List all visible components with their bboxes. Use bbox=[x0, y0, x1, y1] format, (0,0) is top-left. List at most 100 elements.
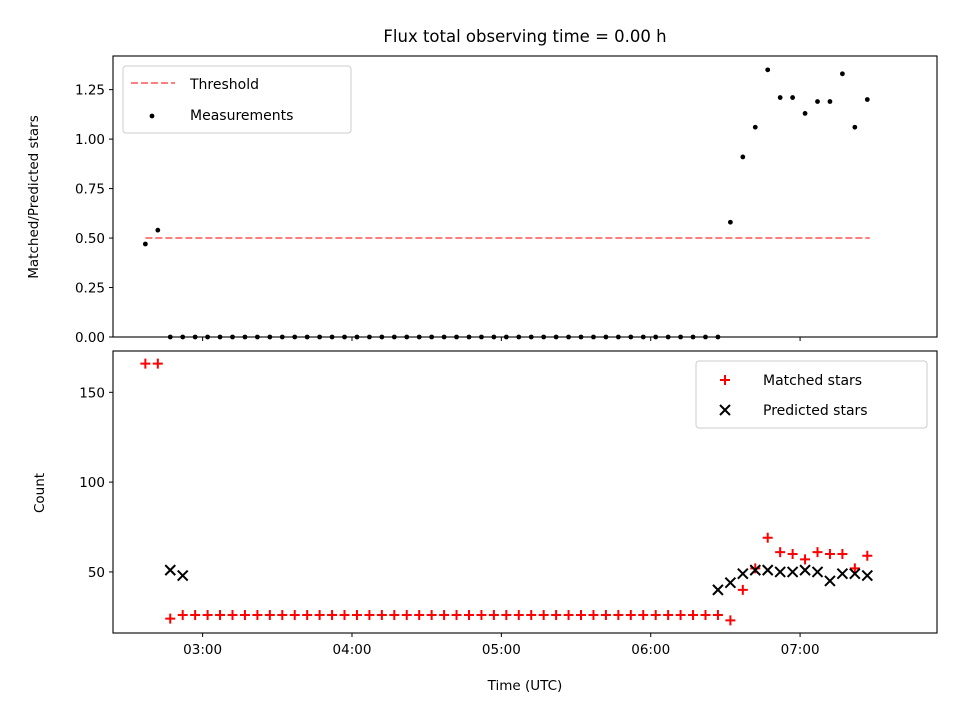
matched-star-point bbox=[190, 610, 201, 621]
matched-star-point bbox=[476, 610, 487, 621]
measurement-point bbox=[329, 334, 335, 340]
measurement-point bbox=[441, 334, 447, 340]
measurement-point bbox=[466, 334, 472, 340]
measurement-point bbox=[653, 334, 659, 340]
measurement-point bbox=[292, 334, 298, 340]
predicted-star-point bbox=[176, 569, 189, 582]
x-tick-label: 05:00 bbox=[482, 642, 521, 658]
matched-star-point bbox=[314, 610, 325, 621]
matched-star-point bbox=[165, 613, 176, 624]
matched-star-point bbox=[588, 610, 599, 621]
predicted-star-point bbox=[164, 564, 176, 576]
matched-star-point bbox=[551, 610, 562, 621]
legend-box bbox=[122, 65, 352, 134]
predicted-star-point bbox=[849, 568, 861, 580]
matched-star-point bbox=[824, 548, 835, 559]
measurement-point bbox=[615, 334, 621, 340]
measurement-point bbox=[254, 334, 260, 340]
measurement-point bbox=[267, 334, 273, 340]
measurement-point bbox=[777, 95, 783, 100]
matched-star-point bbox=[800, 554, 811, 565]
measurement-point bbox=[815, 99, 820, 104]
matched-star-point bbox=[252, 610, 263, 621]
matched-star-point bbox=[700, 610, 711, 621]
measurement-point bbox=[528, 334, 534, 340]
matched-star-point bbox=[152, 358, 163, 369]
matched-star-point bbox=[426, 610, 437, 621]
flux-ratio-y-tick-label: 0.50 bbox=[75, 231, 105, 247]
measurement-point bbox=[217, 334, 223, 340]
matched-star-point bbox=[576, 610, 587, 621]
matched-star-point bbox=[463, 610, 474, 621]
measurement-point bbox=[765, 67, 771, 73]
measurement-point bbox=[840, 71, 845, 77]
predicted-star-point bbox=[836, 568, 849, 580]
predicted-star-point bbox=[824, 575, 836, 587]
predicted-star-point bbox=[786, 566, 799, 578]
measurement-point bbox=[454, 334, 459, 340]
measurement-point bbox=[342, 334, 347, 340]
x-tick-label: 03:00 bbox=[183, 642, 222, 658]
measurement-point bbox=[578, 334, 584, 340]
legend-box bbox=[695, 360, 928, 429]
matched-star-point bbox=[401, 610, 412, 621]
measurement-point bbox=[491, 334, 497, 340]
matched-star-point bbox=[513, 610, 524, 621]
matched-legend-swatch bbox=[720, 375, 730, 385]
measurement-point bbox=[367, 334, 372, 340]
x-tick-label: 06:00 bbox=[631, 642, 670, 658]
matched-star-point bbox=[302, 610, 313, 621]
measurement-point bbox=[279, 334, 285, 340]
figure-title: Flux total observing time = 0.00 h bbox=[383, 27, 666, 46]
matched-star-point bbox=[663, 610, 674, 621]
matched-star-point bbox=[837, 548, 848, 559]
measurement-point bbox=[429, 334, 435, 340]
star-count-legend: Matched stars Predicted stars bbox=[695, 360, 928, 429]
measurement-point bbox=[603, 334, 609, 340]
star-count-panel: 50 100 150 Count Matched stars Predicted st… bbox=[32, 350, 938, 634]
star-count-ylabel: Count bbox=[32, 473, 48, 513]
x-axis-label: Time (UTC) bbox=[487, 678, 563, 694]
measurement-point bbox=[180, 334, 186, 340]
predicted-star-point bbox=[724, 576, 737, 589]
measurement-point bbox=[503, 334, 509, 340]
measurement-point bbox=[790, 95, 796, 100]
measurement-point bbox=[640, 334, 646, 340]
measurement-point bbox=[740, 154, 746, 160]
flux-ratio-y-tick-label: 1.00 bbox=[75, 132, 105, 148]
measurement-point bbox=[678, 334, 683, 340]
matched-star-point bbox=[202, 610, 213, 621]
flux-ratio-y-tick-label: 0.75 bbox=[75, 182, 105, 198]
matched-star-point bbox=[650, 610, 661, 621]
predicted-star-point bbox=[762, 564, 774, 576]
matched-star-point bbox=[289, 610, 300, 621]
predicted-star-point bbox=[861, 569, 874, 582]
matched-star-point bbox=[414, 610, 425, 621]
matched-star-point bbox=[762, 532, 773, 543]
matched-star-point bbox=[451, 610, 462, 621]
measurement-point bbox=[354, 334, 360, 340]
matched-star-point bbox=[625, 610, 636, 621]
threshold-legend-label: Threshold bbox=[189, 77, 259, 93]
x-tick-label: 04:00 bbox=[333, 642, 372, 658]
matched-star-point bbox=[177, 610, 188, 621]
matched-legend-label: Matched stars bbox=[763, 373, 862, 389]
predicted-star-point bbox=[774, 566, 786, 578]
matched-star-point bbox=[725, 615, 736, 626]
predicted-star-point bbox=[712, 584, 724, 596]
measurement-point bbox=[665, 334, 671, 340]
measurement-point bbox=[391, 334, 397, 340]
measurement-point bbox=[553, 334, 559, 340]
matched-star-point bbox=[787, 548, 798, 559]
measurement-point bbox=[205, 334, 210, 340]
matched-star-point bbox=[227, 610, 238, 621]
measurement-point bbox=[242, 334, 248, 340]
matched-star-point bbox=[339, 610, 350, 621]
measurement-point bbox=[802, 110, 808, 116]
measurement-point bbox=[479, 334, 484, 340]
matched-star-point bbox=[215, 610, 226, 621]
matched-star-point bbox=[501, 610, 512, 621]
matched-star-point bbox=[351, 610, 362, 621]
measurement-point bbox=[230, 334, 235, 340]
